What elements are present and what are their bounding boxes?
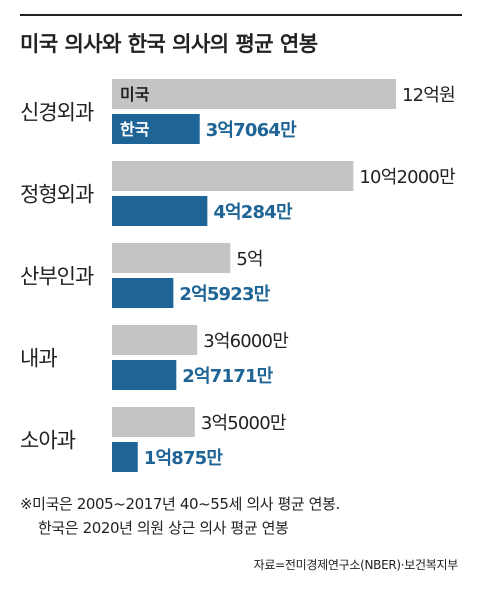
category-label: 산부인과 xyxy=(20,265,94,289)
us-value-label: 3억6000만 xyxy=(203,331,288,352)
footnote-us: ※미국은 2005~2017년 40~55세 의사 평균 연봉. xyxy=(20,495,340,513)
footnote-kr: 한국은 2020년 의원 상근 의사 평균 연봉 xyxy=(38,519,289,537)
category-label: 신경외과 xyxy=(20,101,94,125)
kr-bar xyxy=(112,442,138,472)
kr-bar xyxy=(112,278,174,308)
source-credit: 자료=전미경제연구소(NBER)·보건복지부 xyxy=(253,558,459,572)
legend-us: 미국 xyxy=(120,85,150,104)
us-value-label: 5억 xyxy=(236,249,262,270)
chart-title: 미국 의사와 한국 의사의 평균 연봉 xyxy=(20,32,318,56)
kr-bar xyxy=(112,114,200,144)
us-bar xyxy=(112,243,231,273)
kr-value-label: 2억7171만 xyxy=(182,366,273,387)
kr-bar xyxy=(112,360,177,390)
category-label: 정형외과 xyxy=(20,183,94,207)
footnotes: ※미국은 2005~2017년 40~55세 의사 평균 연봉. 한국은 202… xyxy=(20,492,340,540)
kr-value-label: 4억284만 xyxy=(213,202,293,223)
legend-kr: 한국 xyxy=(120,120,150,139)
kr-value-label: 1억875만 xyxy=(144,448,224,469)
category-label: 내과 xyxy=(20,347,57,371)
category-label: 소아과 xyxy=(20,429,76,453)
kr-value-label: 2억5923만 xyxy=(179,284,270,305)
us-value-label: 12억원 xyxy=(402,85,455,106)
us-value-label: 10억2000만 xyxy=(359,167,455,188)
kr-value-label: 3억7064만 xyxy=(206,120,297,141)
us-bar xyxy=(112,325,198,355)
us-bar xyxy=(112,407,195,437)
top-rule xyxy=(20,14,462,16)
us-value-label: 3억5000만 xyxy=(201,413,286,434)
us-bar xyxy=(112,161,354,191)
us-bar xyxy=(112,79,396,109)
kr-bar xyxy=(112,196,208,226)
